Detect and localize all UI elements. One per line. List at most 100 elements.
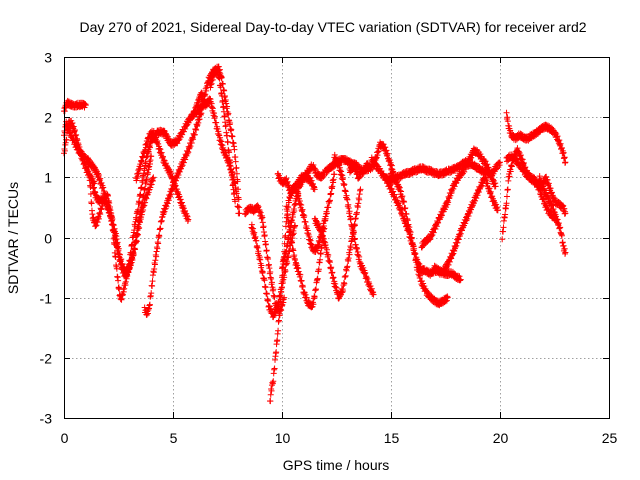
x-tick-label: 5 [170, 430, 178, 446]
series-track-23 [431, 174, 501, 278]
data-point-marker [281, 294, 288, 301]
x-tick-label: 25 [602, 430, 618, 446]
data-point-marker [112, 254, 119, 261]
chart-title: Day 270 of 2021, Sidereal Day-to-day VTE… [79, 19, 586, 35]
data-point-marker [165, 197, 172, 204]
data-point-marker [261, 232, 268, 239]
data-point-marker [145, 169, 152, 176]
data-point-marker [267, 391, 274, 398]
data-point-marker [228, 126, 235, 133]
data-point-marker [266, 265, 273, 272]
data-point-marker [224, 154, 231, 161]
data-point-marker [97, 211, 104, 218]
data-point-marker [271, 365, 278, 372]
data-point-marker [221, 112, 228, 119]
data-point-marker [84, 155, 91, 162]
data-point-marker [330, 176, 337, 183]
data-point-marker [115, 245, 122, 252]
data-point-marker [217, 84, 224, 91]
data-point-marker [145, 148, 152, 155]
data-point-marker [271, 293, 278, 300]
data-point-marker [275, 299, 282, 306]
data-point-marker [221, 93, 228, 100]
data-point-marker [118, 296, 125, 303]
data-point-marker [211, 110, 218, 117]
data-point-marker [182, 125, 189, 132]
data-point-marker [191, 131, 198, 138]
data-point-marker [169, 173, 176, 180]
data-point-marker [302, 218, 309, 225]
data-point-marker [275, 327, 282, 334]
y-tick-label: 0 [44, 231, 52, 247]
y-axis-label: SDTVAR / TECUs [5, 182, 21, 294]
x-tick-label: 15 [384, 430, 400, 446]
data-point-marker [255, 203, 262, 210]
data-point-marker [301, 212, 308, 219]
data-point-marker [263, 290, 270, 297]
data-point-marker [253, 237, 260, 244]
data-point-marker [137, 191, 144, 198]
data-point-marker [143, 195, 150, 202]
y-tick-label: 3 [44, 50, 52, 66]
data-point-marker [85, 164, 92, 171]
data-point-marker [261, 277, 268, 284]
data-point-marker [231, 146, 238, 153]
data-point-marker [87, 183, 94, 190]
data-point-marker [144, 140, 151, 147]
data-point-marker [87, 191, 94, 198]
data-point-marker [119, 260, 126, 267]
data-point-marker [157, 225, 164, 232]
data-point-marker [265, 297, 272, 304]
data-point-marker [70, 123, 77, 130]
data-point-marker [221, 87, 228, 94]
data-point-marker [224, 103, 231, 110]
data-point-marker [153, 134, 160, 141]
data-point-marker [277, 296, 284, 303]
x-tick-label: 0 [61, 430, 69, 446]
data-point-marker [132, 246, 139, 253]
data-point-marker [106, 199, 113, 206]
data-point-marker [235, 186, 242, 193]
data-point-marker [279, 272, 286, 279]
data-point-marker [284, 178, 291, 185]
data-point-marker [251, 229, 258, 236]
data-point-marker [179, 131, 186, 138]
data-point-marker [265, 255, 272, 262]
data-point-marker [503, 109, 510, 116]
data-point-marker [110, 222, 117, 229]
data-point-marker [219, 80, 226, 87]
y-tick-labels: -3 -2 -1 0 1 2 3 [40, 50, 53, 427]
data-point-marker [222, 122, 229, 129]
data-point-marker [328, 190, 335, 197]
grid [64, 57, 609, 418]
y-tick-label: -3 [40, 411, 53, 427]
data-point-marker [309, 180, 316, 187]
data-point-marker [285, 199, 292, 206]
data-point-marker [182, 156, 189, 163]
data-point-marker [118, 256, 125, 263]
data-point-marker [115, 277, 122, 284]
data-point-marker [274, 337, 281, 344]
data-point-marker [299, 206, 306, 213]
data-point-marker [172, 182, 179, 189]
data-point-marker [92, 189, 99, 196]
data-point-marker [236, 204, 243, 211]
data-point-marker [86, 170, 93, 177]
data-point-marker [224, 139, 231, 146]
data-point-marker [156, 233, 163, 240]
data-point-marker [71, 126, 78, 133]
data-point-marker [267, 269, 274, 276]
data-point-marker [283, 175, 290, 182]
data-point-marker [175, 172, 182, 179]
data-point-marker [141, 202, 148, 209]
data-point-marker [89, 179, 96, 186]
series-track-09 [207, 63, 243, 217]
data-point-marker [270, 378, 277, 385]
data-point-marker [328, 264, 335, 271]
series-track-05 [84, 101, 207, 303]
x-tick-label: 20 [493, 430, 509, 446]
data-point-marker [86, 177, 93, 184]
data-point-marker [108, 214, 115, 221]
y-tick-label: 1 [44, 170, 52, 186]
